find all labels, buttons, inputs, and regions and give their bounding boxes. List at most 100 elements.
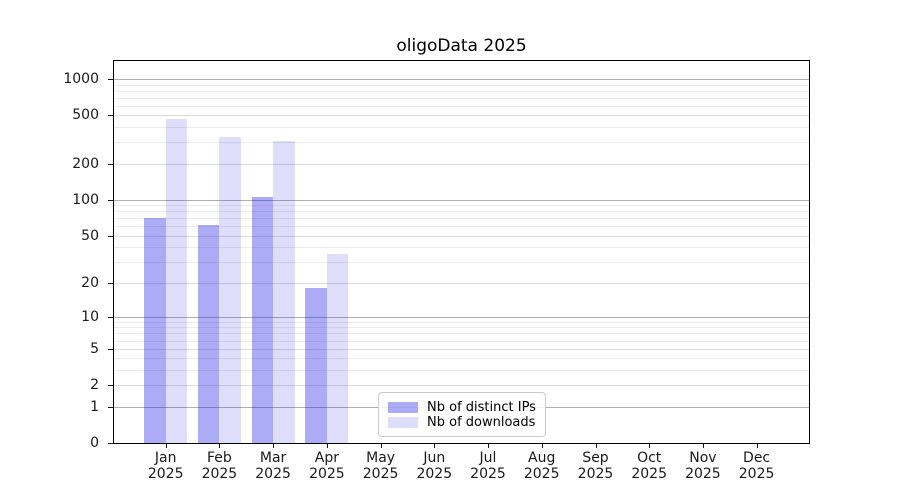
y-tick-mark	[108, 199, 113, 201]
x-tick-month: Sep	[582, 450, 609, 466]
bar	[251, 197, 274, 443]
minor-gridline	[114, 90, 809, 92]
minor-gridline	[114, 358, 809, 360]
x-tick-year: 2025	[523, 466, 560, 482]
x-tick-label: Mar 2025	[255, 450, 291, 482]
gridline	[114, 235, 809, 237]
x-tick-mark	[541, 444, 543, 448]
gridline	[114, 316, 809, 318]
x-tick-label: May 2025	[363, 450, 399, 482]
y-tick-mark	[108, 79, 113, 80]
x-tick-label: Dec 2025	[739, 450, 775, 482]
bar	[144, 218, 166, 443]
gridline	[114, 163, 809, 165]
x-tick-mark	[756, 444, 758, 448]
minor-gridline	[114, 84, 809, 86]
x-tick-mark	[649, 444, 651, 448]
bar	[326, 254, 349, 443]
minor-gridline	[114, 226, 809, 228]
minor-gridline	[114, 321, 809, 323]
x-tick-label: Jan 2025	[148, 450, 184, 482]
x-tick-year: 2025	[147, 466, 184, 482]
bar	[305, 287, 327, 443]
x-tick-month: Nov	[689, 450, 717, 466]
bar	[165, 118, 188, 443]
y-tick-mark	[108, 385, 113, 387]
gridline	[114, 282, 809, 284]
x-tick-mark	[380, 444, 382, 448]
y-tick-mark	[108, 282, 113, 284]
minor-gridline	[114, 97, 809, 99]
bar	[197, 224, 220, 443]
y-tick-label: 0	[90, 435, 99, 451]
minor-gridline	[114, 218, 809, 220]
x-tick-month: Dec	[743, 450, 771, 466]
minor-gridline	[114, 142, 809, 144]
x-tick-month: May	[366, 450, 396, 466]
gridline	[114, 79, 809, 80]
x-tick-month: Aug	[528, 450, 556, 466]
y-tick-label: 5	[90, 340, 99, 357]
x-tick-year: 2025	[470, 466, 506, 482]
x-tick-label: Aug 2025	[524, 450, 560, 482]
x-tick-year: 2025	[309, 466, 345, 482]
chart-title: oligoData 2025	[396, 36, 527, 56]
minor-gridline	[114, 211, 809, 213]
minor-gridline	[114, 370, 809, 371]
minor-gridline	[114, 247, 809, 249]
gridline	[114, 199, 809, 201]
y-tick-mark	[108, 348, 113, 350]
y-axis: 0 1 2 5 10 20 50 100 200 500 1000	[0, 61, 113, 451]
x-tick-year: 2025	[416, 466, 453, 482]
minor-gridline	[114, 127, 809, 129]
legend-label-downloads: Nb of downloads	[427, 415, 536, 430]
x-tick-month: Jul	[479, 450, 497, 466]
x-axis: Jan 2025 Feb 2025 Mar 2025 Apr 2025 May 2025 Jun 20…	[114, 444, 809, 490]
y-tick-label: 20	[81, 274, 99, 291]
x-tick-label: Jun 2025	[416, 450, 452, 482]
x-tick-month: Apr	[314, 450, 340, 466]
y-tick-label: 1	[90, 398, 99, 415]
y-tick-label: 50	[81, 227, 99, 244]
y-tick-mark	[108, 163, 113, 165]
x-tick-year: 2025	[362, 466, 399, 482]
x-tick-mark	[434, 444, 436, 448]
gridline	[114, 348, 809, 350]
y-tick-mark	[108, 235, 113, 237]
gridline	[114, 115, 809, 117]
x-tick-year: 2025	[255, 466, 291, 482]
y-tick-mark	[108, 316, 113, 318]
legend-item-distinct-ips: Nb of distinct IPs	[388, 400, 536, 415]
minor-gridline	[114, 105, 809, 107]
minor-gridline	[114, 333, 809, 335]
x-tick-label: Feb 2025	[202, 450, 238, 482]
legend: Nb of distinct IPs Nb of downloads	[378, 392, 546, 437]
x-tick-mark	[326, 444, 328, 448]
x-tick-mark	[219, 444, 221, 448]
gridline	[114, 385, 809, 387]
x-tick-year: 2025	[577, 466, 614, 482]
legend-swatch-downloads-icon	[388, 417, 418, 428]
x-tick-month: Jan	[154, 450, 177, 466]
x-tick-month: Oct	[637, 450, 662, 466]
minor-gridline	[114, 340, 809, 342]
x-tick-label: Oct 2025	[631, 450, 667, 482]
legend-item-downloads: Nb of downloads	[388, 415, 536, 430]
x-tick-year: 2025	[201, 466, 238, 482]
x-tick-mark	[488, 444, 489, 448]
y-tick-mark	[108, 443, 113, 444]
y-tick-mark	[108, 115, 113, 117]
minor-gridline	[114, 327, 809, 329]
x-tick-mark	[165, 444, 167, 448]
x-tick-year: 2025	[685, 466, 721, 482]
minor-gridline	[114, 262, 809, 264]
x-tick-mark	[702, 444, 704, 448]
x-tick-month: Feb	[206, 450, 232, 466]
x-tick-label: Jul 2025	[470, 450, 506, 482]
legend-label-distinct-ips: Nb of distinct IPs	[427, 400, 536, 415]
y-tick-label: 10	[81, 308, 99, 325]
x-tick-month: Mar	[259, 450, 287, 466]
x-tick-mark	[595, 444, 597, 448]
plot-area	[113, 60, 810, 444]
legend-swatch-distinct-ips-icon	[388, 402, 418, 413]
